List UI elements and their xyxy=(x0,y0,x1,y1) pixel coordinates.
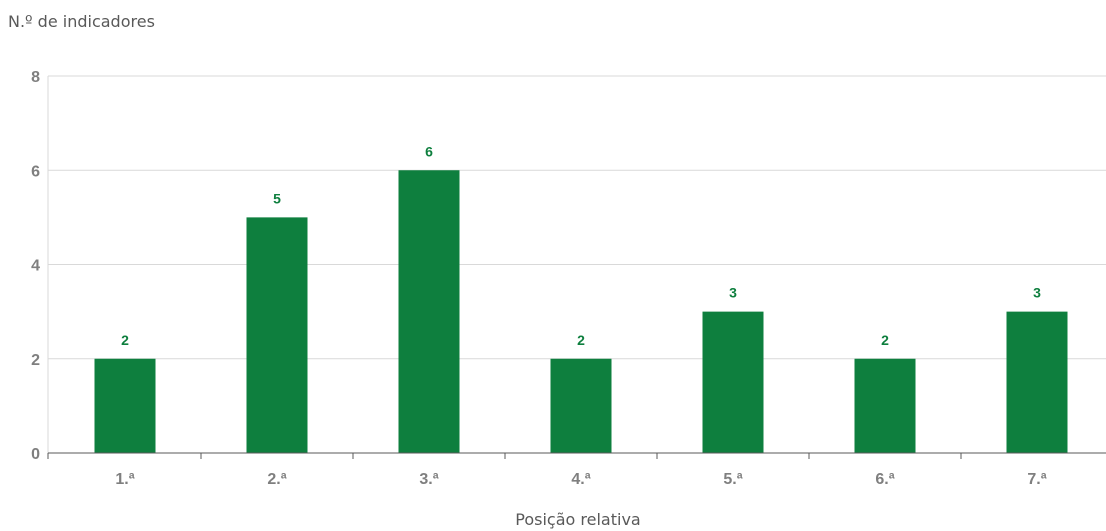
y-tick-label: 4 xyxy=(31,258,40,275)
data-label: 2 xyxy=(121,332,129,348)
data-label: 3 xyxy=(729,285,737,301)
y-tick-label: 8 xyxy=(31,69,40,86)
x-tick-labels: 1.ª 2.ª 3.ª 4.ª 5.ª 6.ª 7.ª xyxy=(115,471,1046,488)
x-axis xyxy=(47,452,1106,459)
data-label: 2 xyxy=(577,332,585,348)
x-tick-label: 3.ª xyxy=(419,471,438,488)
bar xyxy=(854,358,916,453)
bar xyxy=(398,170,460,453)
y-tick-label: 6 xyxy=(31,163,40,180)
x-tick-label: 2.ª xyxy=(267,471,286,488)
x-tick-label: 7.ª xyxy=(1027,471,1046,488)
bar xyxy=(94,358,156,453)
y-tick-labels: 0 2 4 6 8 xyxy=(31,69,40,463)
x-tick-label: 5.ª xyxy=(723,471,742,488)
bar xyxy=(246,217,308,453)
data-label: 3 xyxy=(1033,285,1041,301)
y-tick-label: 2 xyxy=(31,352,40,369)
bar xyxy=(1006,311,1068,453)
data-labels: 2 5 6 2 3 2 3 xyxy=(121,143,1041,348)
data-label: 6 xyxy=(425,143,433,159)
bar xyxy=(702,311,764,453)
x-tick-label: 6.ª xyxy=(875,471,894,488)
bars xyxy=(94,170,1068,453)
x-axis-title: Posição relativa xyxy=(515,510,640,529)
y-axis-title: N.º de indicadores xyxy=(8,12,155,31)
x-tick-label: 1.ª xyxy=(115,471,134,488)
data-label: 2 xyxy=(881,332,889,348)
y-tick-label: 0 xyxy=(31,446,40,463)
bar xyxy=(550,358,612,453)
data-label: 5 xyxy=(273,190,281,206)
x-tick-label: 4.ª xyxy=(571,471,590,488)
